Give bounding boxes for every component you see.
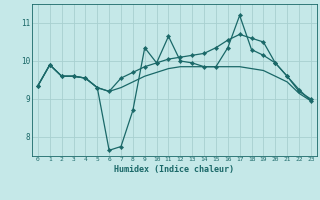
X-axis label: Humidex (Indice chaleur): Humidex (Indice chaleur) <box>115 165 234 174</box>
